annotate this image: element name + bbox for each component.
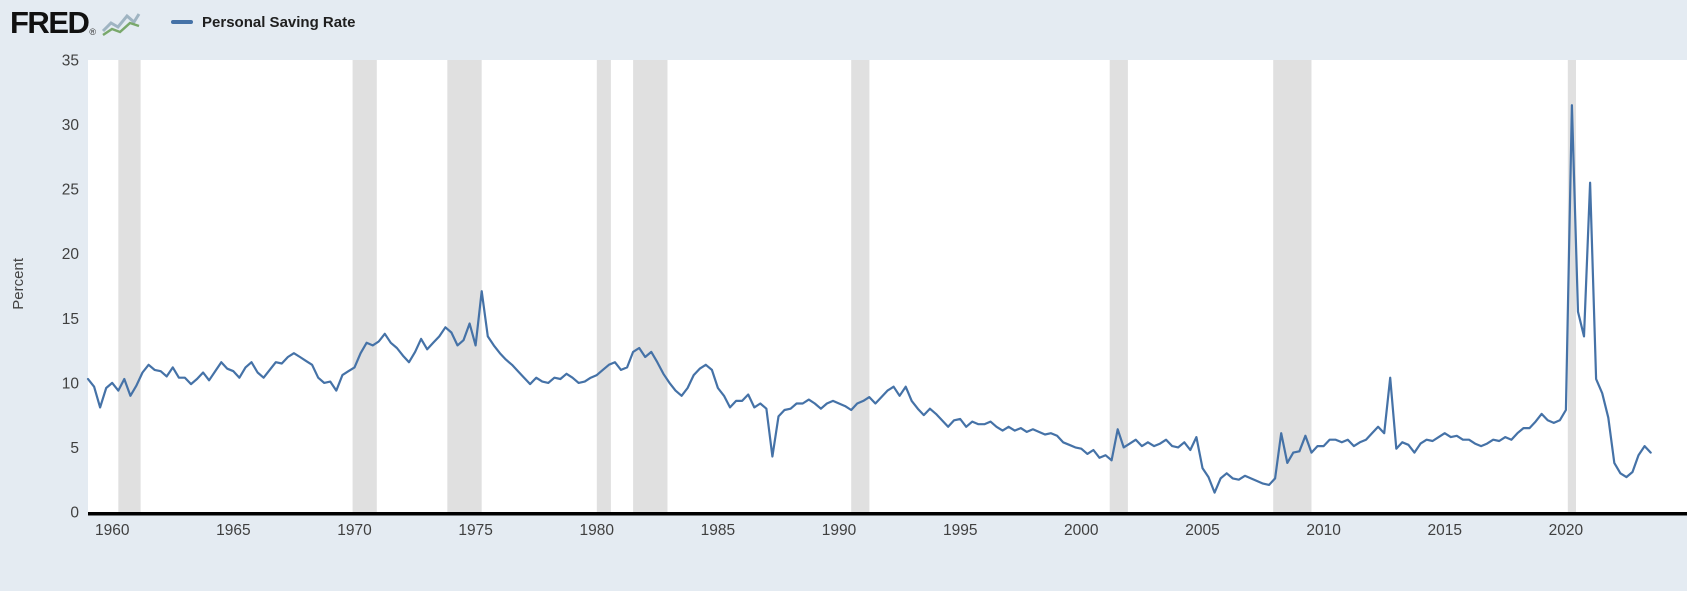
plot-area[interactable] [88, 60, 1687, 512]
recession-band [118, 60, 141, 512]
fred-logo-text: FRED [10, 4, 90, 40]
y-tick-label: 35 [62, 53, 79, 70]
y-tick-label: 30 [62, 117, 80, 134]
x-tick-label: 1980 [580, 522, 615, 539]
recession-band [1567, 60, 1576, 512]
recession-band [851, 60, 870, 512]
y-tick-label: 5 [70, 440, 79, 457]
x-tick-label: 1960 [95, 522, 130, 539]
registered-trademark: ® [89, 26, 97, 37]
x-tick-label: 1990 [822, 522, 857, 539]
fred-logo[interactable]: FRED ® [10, 7, 141, 38]
x-tick-label: 1985 [701, 522, 735, 539]
y-tick-label: 0 [70, 505, 79, 522]
chart-legend: Personal Saving Rate [171, 14, 355, 31]
legend-series-label: Personal Saving Rate [202, 13, 356, 31]
chart-header: FRED ® Personal Saving Rate [0, 0, 1687, 44]
recession-band [1109, 60, 1128, 512]
x-tick-label: 2020 [1549, 522, 1584, 539]
y-tick-label: 10 [62, 375, 80, 392]
legend-line-swatch [171, 20, 194, 24]
x-tick-label: 2000 [1064, 522, 1099, 539]
x-tick-label: 1970 [337, 522, 372, 539]
chart-area: Percent 0 5 10 15 20 25 30 35 1960 1965 1970 1975 19… [0, 42, 1687, 591]
x-tick-label: 1965 [216, 522, 250, 539]
x-tick-label: 1995 [943, 522, 977, 539]
y-tick-label: 25 [62, 182, 79, 199]
recession-band [447, 60, 482, 512]
saving-rate-line [86, 104, 1652, 494]
x-axis-line [88, 512, 1687, 516]
recession-band [633, 60, 668, 512]
recession-band [352, 60, 377, 512]
x-tick-label: 2015 [1427, 522, 1461, 539]
x-tick-label: 2005 [1185, 522, 1219, 539]
y-axis-title: Percent [10, 258, 27, 310]
line-chart[interactable]: 0 5 10 15 20 25 30 35 1960 1965 1970 1975 1980 1985 19… [0, 42, 1687, 591]
y-tick-label: 15 [62, 311, 79, 328]
fred-logo-sparkline-icon [101, 12, 141, 36]
x-tick-label: 1975 [458, 522, 492, 539]
recession-band [596, 60, 611, 512]
x-tick-label: 2010 [1306, 522, 1341, 539]
y-tick-label: 20 [62, 246, 80, 263]
